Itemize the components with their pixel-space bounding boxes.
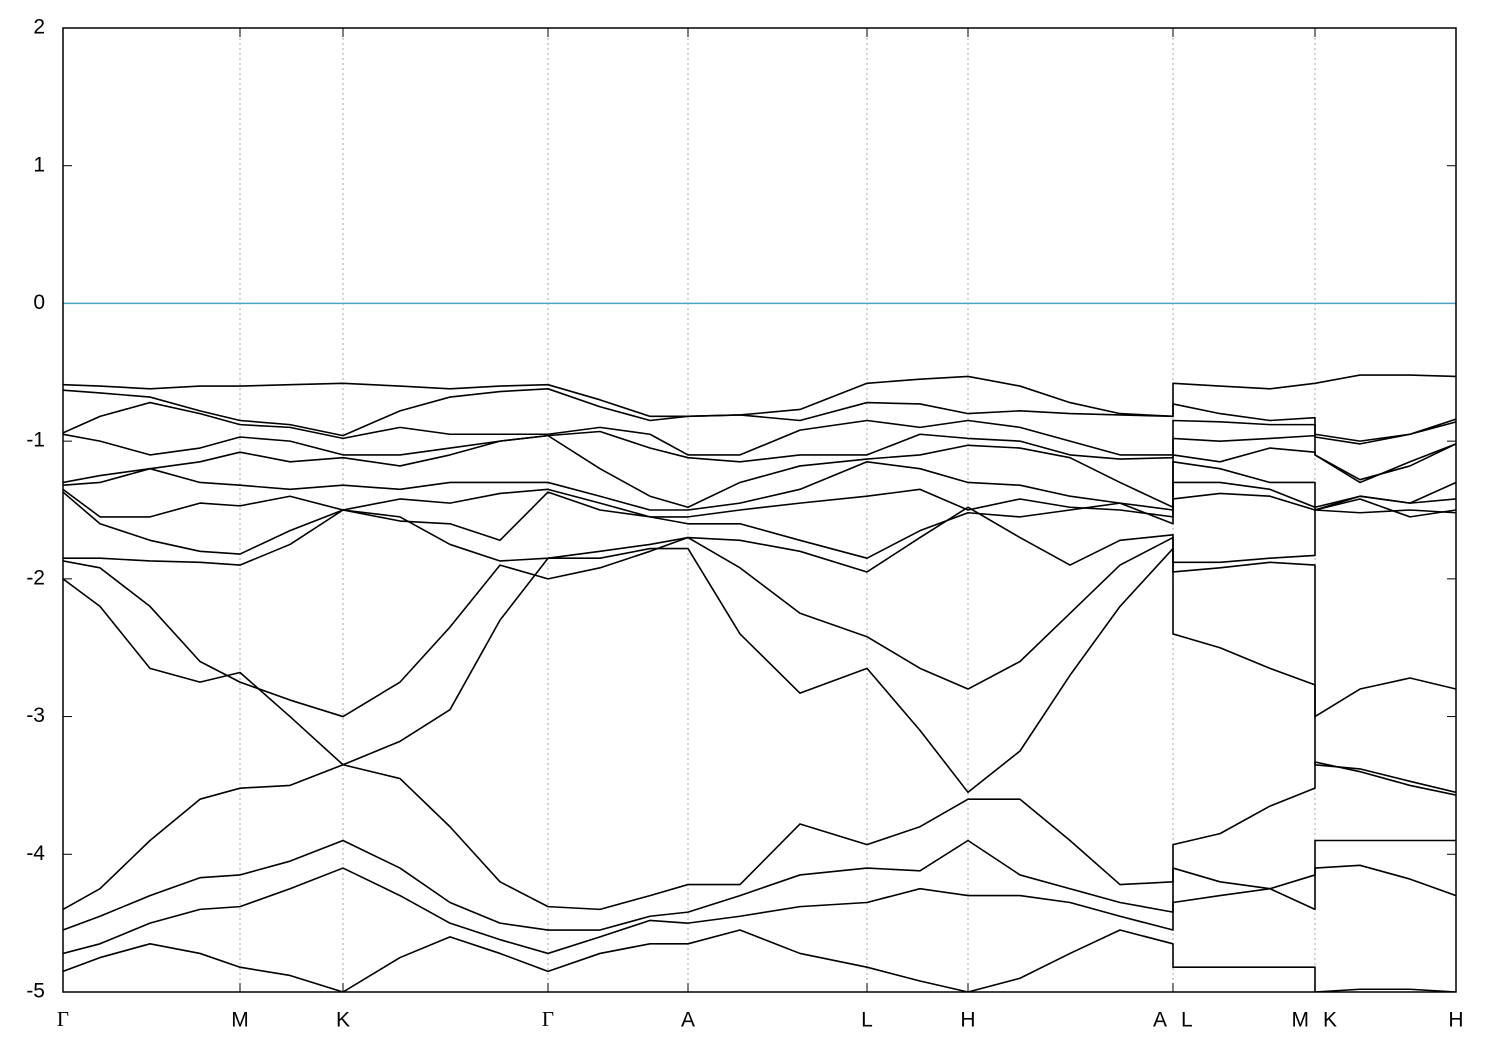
band-line (63, 864, 1456, 955)
band-line (63, 401, 1456, 456)
y-tick-label: 2 (33, 16, 45, 39)
y-tick-label: 1 (33, 153, 45, 176)
band-line (63, 506, 1456, 573)
band-line (63, 430, 1456, 481)
x-tick-label: Γ (57, 1007, 69, 1031)
y-tick-label: -1 (26, 429, 45, 452)
band-line (63, 481, 1456, 518)
x-tick-label: A (681, 1009, 695, 1032)
x-tick-label: L (1181, 1009, 1193, 1032)
bands (63, 374, 1456, 992)
band-line (63, 434, 1456, 509)
y-tick-label: -3 (26, 704, 45, 727)
y-tick-label: -4 (26, 842, 45, 865)
band-line (63, 374, 1456, 418)
band-line (63, 929, 1456, 992)
band-line (63, 461, 1456, 511)
band-line (63, 761, 1456, 911)
x-tick-label: H (960, 1009, 975, 1032)
y-tick-label: -2 (26, 566, 45, 589)
y-tick-label: -5 (26, 980, 45, 1003)
y-tick-label: 0 (33, 291, 45, 314)
x-tick-label: H (1448, 1009, 1463, 1032)
x-tick-label: M (231, 1009, 249, 1032)
band-line (63, 491, 1456, 559)
x-tick-label: L (861, 1009, 873, 1032)
band-line (63, 547, 1456, 794)
x-tick-label: Γ (542, 1007, 554, 1031)
x-tick-label: A (1153, 1009, 1167, 1032)
x-tick-label: K (1323, 1009, 1337, 1032)
band-line (63, 536, 1456, 718)
plot-frame (62, 27, 1457, 993)
band-line (63, 388, 1456, 442)
band-line (63, 839, 1456, 931)
x-tick-label: K (336, 1009, 350, 1032)
x-tick-label: M (1292, 1009, 1310, 1032)
